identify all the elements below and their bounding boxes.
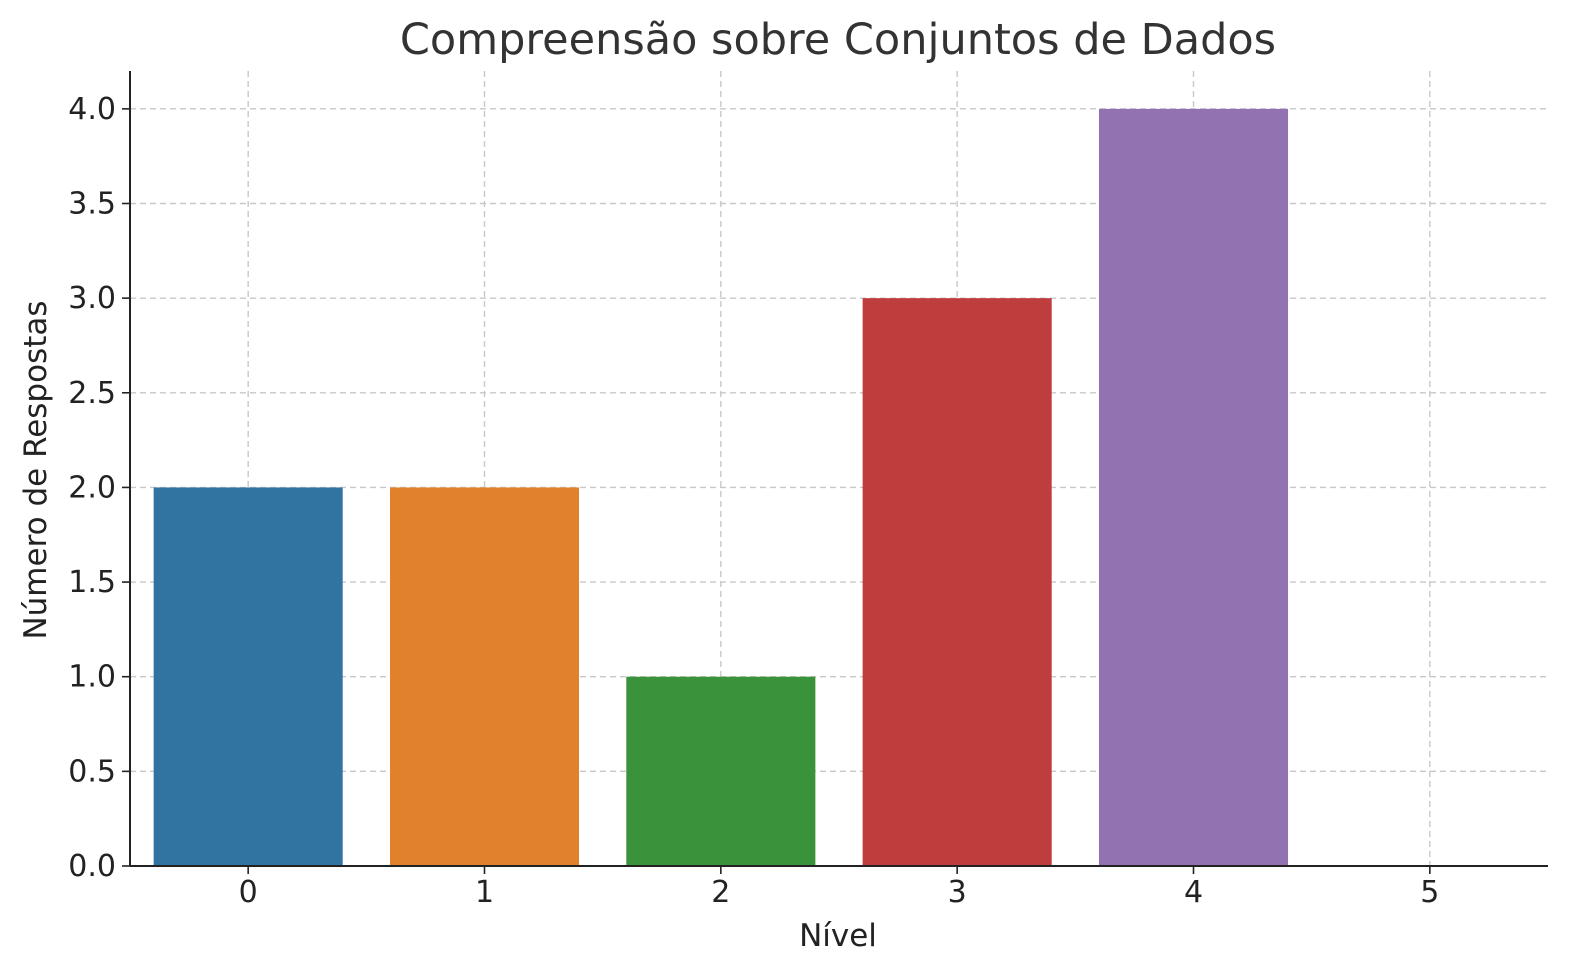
y-tick-label: 2.5: [68, 376, 116, 411]
bar-4: [1098, 108, 1289, 867]
y-tick-labels: 0.0 0.5 1.0 1.5 2.0 2.5 3.0 3.5 4.0: [68, 92, 116, 884]
y-tick-label: 0.5: [68, 754, 116, 789]
y-tick-label: 3.5: [68, 187, 116, 222]
y-axis-label: Número de Respostas: [18, 300, 54, 639]
chart-title: Compreensão sobre Conjuntos de Dados: [400, 15, 1276, 65]
x-axis-label: Nível: [799, 918, 877, 954]
y-tick-label: 3.0: [68, 281, 116, 316]
y-tick-label: 4.0: [68, 92, 116, 127]
x-tick-label: 3: [948, 875, 967, 910]
x-tick-label: 4: [1184, 875, 1203, 910]
y-tick-label: 2.0: [68, 470, 116, 505]
bar-2: [626, 676, 816, 866]
x-tick-label: 5: [1420, 875, 1439, 910]
x-tick-label: 0: [239, 875, 258, 910]
bars: [153, 108, 1289, 867]
y-tick-label: 1.0: [68, 660, 116, 695]
bar-3: [862, 298, 1052, 867]
bar-0: [153, 487, 343, 866]
x-tick-label: 1: [475, 875, 494, 910]
bar-1: [389, 487, 580, 866]
axes: [122, 71, 1548, 874]
y-tick-label: 1.5: [68, 565, 116, 600]
y-tick-label: 0.0: [68, 849, 116, 884]
x-tick-labels: 0 1 2 3 4 5: [239, 875, 1440, 910]
x-tick-label: 2: [711, 875, 730, 910]
